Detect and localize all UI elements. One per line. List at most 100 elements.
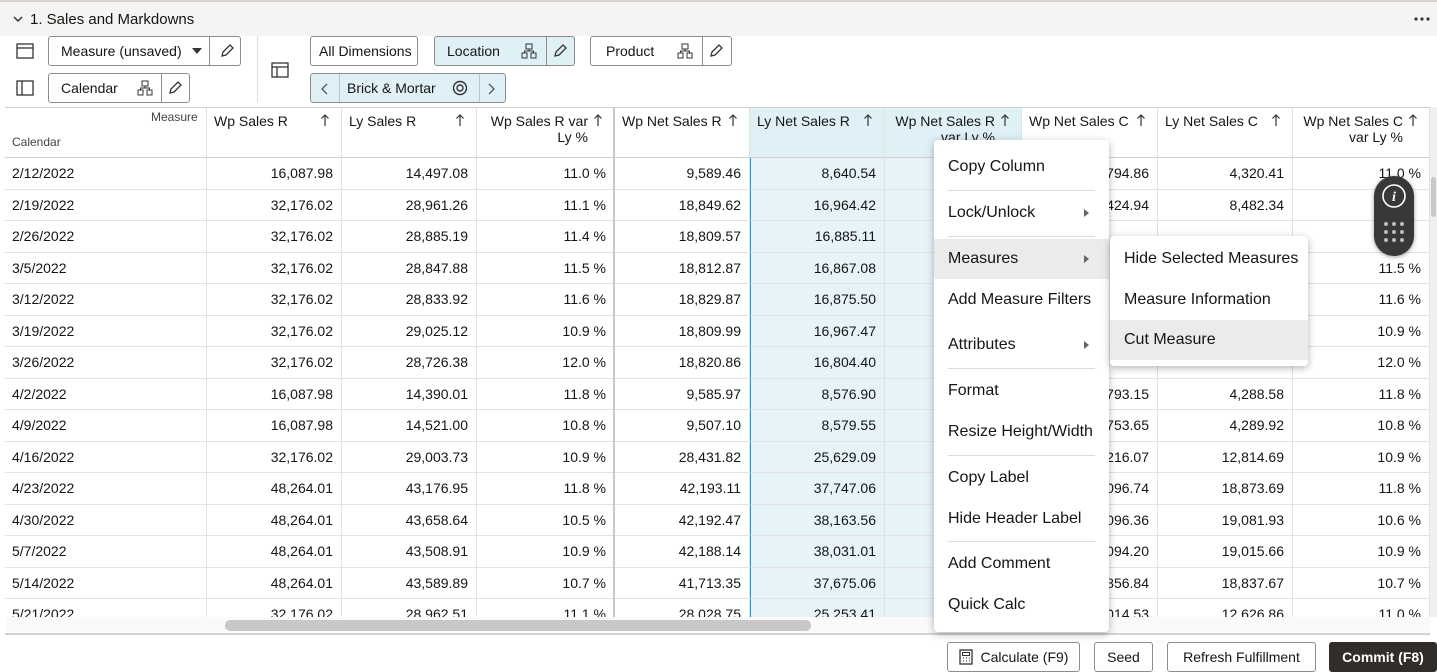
menu-item[interactable]: Copy Label xyxy=(934,458,1109,498)
column-header[interactable]: Ly Net Sales R xyxy=(750,108,885,158)
data-cell[interactable]: 43,508.91 xyxy=(342,536,477,568)
data-cell[interactable]: 12,814.69 xyxy=(1158,441,1293,473)
data-cell[interactable]: 11.0 % xyxy=(1293,599,1430,617)
edit-icon[interactable] xyxy=(167,80,183,96)
data-cell[interactable]: 32,176.02 xyxy=(207,347,342,379)
data-cell[interactable]: 48,264.01 xyxy=(207,504,342,536)
data-cell[interactable]: 41,713.35 xyxy=(615,567,750,599)
layout-icon[interactable] xyxy=(271,62,289,78)
data-cell[interactable]: 9,507.10 xyxy=(615,410,750,442)
edit-icon[interactable] xyxy=(552,43,568,59)
data-cell[interactable]: 32,176.02 xyxy=(207,599,342,617)
data-cell[interactable]: 42,193.11 xyxy=(615,473,750,505)
edit-icon[interactable] xyxy=(219,43,235,59)
data-cell[interactable]: 16,967.47 xyxy=(750,315,885,347)
data-cell[interactable]: 37,747.06 xyxy=(750,473,885,505)
data-cell[interactable]: 18,809.99 xyxy=(615,315,750,347)
location-button[interactable]: Location xyxy=(434,36,575,66)
data-cell[interactable]: 16,875.50 xyxy=(750,284,885,316)
calendar-button[interactable]: Calendar xyxy=(48,73,190,103)
measure-icon[interactable] xyxy=(16,43,34,59)
breadcrumb-label[interactable]: Brick & Mortar xyxy=(347,80,436,96)
data-cell[interactable]: 11.1 % xyxy=(477,189,615,221)
data-cell[interactable]: 28,028.75 xyxy=(615,599,750,617)
data-cell[interactable]: 11.4 % xyxy=(477,221,615,253)
sort-icon[interactable] xyxy=(320,113,330,127)
data-cell[interactable]: 10.6 % xyxy=(1293,504,1430,536)
data-cell[interactable]: 43,589.89 xyxy=(342,567,477,599)
data-cell[interactable]: 10.8 % xyxy=(1293,410,1430,442)
data-cell[interactable]: 14,497.08 xyxy=(342,158,477,190)
column-header[interactable]: Wp Sales R xyxy=(207,108,342,158)
menu-item[interactable]: Attributes xyxy=(934,325,1109,365)
data-cell[interactable]: 8,482.34 xyxy=(1158,189,1293,221)
data-cell[interactable]: 16,964.42 xyxy=(750,189,885,221)
sort-icon[interactable] xyxy=(863,113,873,127)
data-cell[interactable]: 12.0 % xyxy=(1293,347,1430,379)
data-cell[interactable]: 11.6 % xyxy=(477,284,615,316)
data-cell[interactable]: 18,812.87 xyxy=(615,252,750,284)
calculate-button[interactable]: Calculate (F9) xyxy=(947,642,1080,672)
scroll-thumb[interactable] xyxy=(225,620,811,631)
data-cell[interactable]: 18,809.57 xyxy=(615,221,750,253)
sort-icon[interactable] xyxy=(1000,113,1010,127)
data-cell[interactable]: 10.5 % xyxy=(477,504,615,536)
sort-icon[interactable] xyxy=(1136,113,1146,127)
data-cell[interactable]: 18,829.87 xyxy=(615,284,750,316)
data-cell[interactable]: 28,961.26 xyxy=(342,189,477,221)
menu-item[interactable]: Format xyxy=(934,371,1109,411)
data-cell[interactable]: 10.9 % xyxy=(1293,441,1430,473)
column-header[interactable]: Ly Sales R xyxy=(342,108,477,158)
data-cell[interactable]: 32,176.02 xyxy=(207,221,342,253)
menu-item[interactable]: Resize Height/Width xyxy=(934,412,1109,452)
data-cell[interactable]: 8,579.55 xyxy=(750,410,885,442)
data-cell[interactable]: 16,087.98 xyxy=(207,158,342,190)
data-cell[interactable]: 43,658.64 xyxy=(342,504,477,536)
data-cell[interactable]: 4,288.58 xyxy=(1158,378,1293,410)
data-cell[interactable]: 10.8 % xyxy=(477,410,615,442)
submenu-item[interactable]: Measure Information xyxy=(1110,280,1308,320)
sort-icon[interactable] xyxy=(1408,113,1418,127)
data-cell[interactable]: 16,804.40 xyxy=(750,347,885,379)
submenu-item[interactable]: Cut Measure xyxy=(1110,320,1308,360)
data-cell[interactable]: 10.7 % xyxy=(477,567,615,599)
measure-select[interactable]: Measure (unsaved) xyxy=(48,36,241,66)
more-icon[interactable] xyxy=(1413,16,1431,22)
data-cell[interactable]: 28,885.19 xyxy=(342,221,477,253)
sort-icon[interactable] xyxy=(593,113,603,127)
data-cell[interactable]: 12.0 % xyxy=(477,347,615,379)
data-cell[interactable]: 14,521.00 xyxy=(342,410,477,442)
data-cell[interactable]: 28,431.82 xyxy=(615,441,750,473)
data-cell[interactable]: 10.9 % xyxy=(477,536,615,568)
sort-icon[interactable] xyxy=(1271,113,1281,127)
prev-icon[interactable] xyxy=(321,83,329,95)
data-cell[interactable]: 9,589.46 xyxy=(615,158,750,190)
data-cell[interactable]: 4,289.92 xyxy=(1158,410,1293,442)
data-cell[interactable]: 11.8 % xyxy=(1293,378,1430,410)
data-cell[interactable]: 42,188.14 xyxy=(615,536,750,568)
sort-icon[interactable] xyxy=(728,113,738,127)
collapse-icon[interactable] xyxy=(12,14,24,24)
data-cell[interactable]: 28,962.51 xyxy=(342,599,477,617)
data-cell[interactable]: 37,675.06 xyxy=(750,567,885,599)
data-cell[interactable]: 16,885.11 xyxy=(750,221,885,253)
data-cell[interactable]: 11.8 % xyxy=(1293,473,1430,505)
data-cell[interactable]: 11.5 % xyxy=(1293,252,1430,284)
data-cell[interactable] xyxy=(1293,221,1430,253)
data-cell[interactable]: 12,626.86 xyxy=(1158,599,1293,617)
submenu-item[interactable]: Hide Selected Measures xyxy=(1110,239,1308,279)
edit-icon[interactable] xyxy=(708,43,724,59)
data-cell[interactable]: 29,025.12 xyxy=(342,315,477,347)
data-cell[interactable]: 25,629.09 xyxy=(750,441,885,473)
data-cell[interactable]: 10.9 % xyxy=(1293,315,1430,347)
column-header[interactable]: Wp Net Sales R xyxy=(615,108,750,158)
data-cell[interactable]: 25,253.41 xyxy=(750,599,885,617)
data-cell[interactable]: 16,867.08 xyxy=(750,252,885,284)
menu-item[interactable]: Add Comment xyxy=(934,544,1109,584)
data-cell[interactable]: 18,837.67 xyxy=(1158,567,1293,599)
data-cell[interactable]: 32,176.02 xyxy=(207,252,342,284)
data-cell[interactable]: 8,640.54 xyxy=(750,158,885,190)
data-cell[interactable]: 10.9 % xyxy=(477,441,615,473)
product-button[interactable]: Product xyxy=(590,36,732,66)
data-cell[interactable]: 11.8 % xyxy=(477,378,615,410)
